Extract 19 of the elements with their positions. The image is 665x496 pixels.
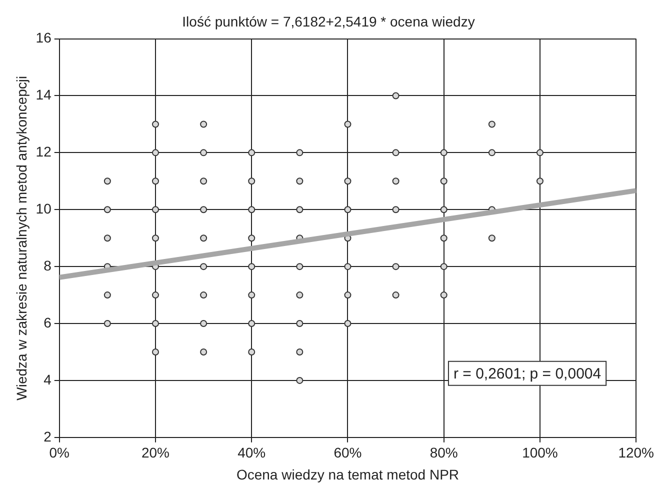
y-axis-title: Wiedza w zakresie naturalnych metod antykoncepcji <box>13 76 30 400</box>
x-tick-label: 100% <box>522 444 558 461</box>
y-tick-label: 6 <box>44 314 52 330</box>
x-tick-label: 80% <box>430 444 458 461</box>
x-tick-label: 20% <box>141 444 170 461</box>
chart-title: Ilość punktów = 7,6182+2,5419 * ocena wiedzy <box>182 13 475 30</box>
y-tick-label: 4 <box>44 371 52 388</box>
annotation: r = 0,2601; p = 0,0004 <box>453 366 602 383</box>
x-tick-label: 0% <box>49 444 70 461</box>
x-tick-label: 120% <box>618 444 654 461</box>
y-tick-label: 10 <box>36 200 52 216</box>
y-tick-label: 14 <box>36 86 52 103</box>
x-tick-label: 40% <box>238 444 266 461</box>
x-axis-title: Ocena wiedzy na temat metod NPR <box>236 466 460 482</box>
y-tick-label: 2 <box>44 428 52 444</box>
y-tick-label: 8 <box>44 257 52 274</box>
y-tick-label: 12 <box>36 144 52 160</box>
x-tick-label: 60% <box>334 444 362 461</box>
y-tick-label: 16 <box>36 30 52 46</box>
